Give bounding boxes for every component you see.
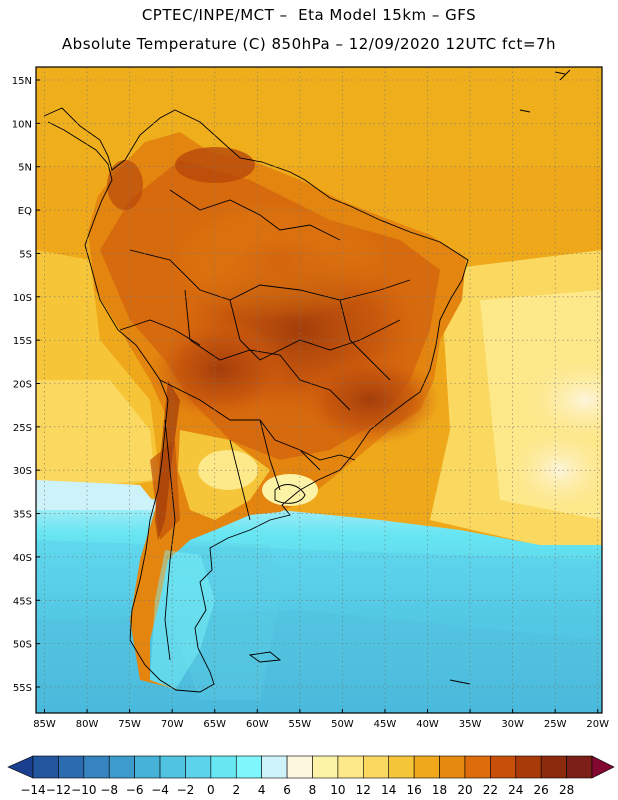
- colorbar-swatch: [58, 755, 85, 779]
- lat-tick-label: 25S: [13, 423, 32, 434]
- lat-tick-label: 20S: [13, 379, 32, 390]
- lat-tick-label: 10S: [13, 293, 32, 304]
- latitude-labels: 15N 10N 5N EQ 5S 10S 15S 20S 25S 30S 35S 40S 45S 50S 5…: [12, 76, 40, 694]
- lon-tick-label: 75W: [118, 719, 141, 730]
- lat-tick-label: 45S: [13, 596, 32, 607]
- colorbar-swatch: [363, 755, 390, 779]
- colorbar-label: 10: [330, 783, 345, 797]
- colorbar-swatch: [108, 755, 135, 779]
- lat-tick-label: 15N: [12, 76, 32, 87]
- lon-tick-label: 25W: [544, 719, 567, 730]
- lon-tick-label: 70W: [161, 719, 184, 730]
- colorbar-swatch: [261, 755, 288, 779]
- colorbar-swatch: [286, 755, 313, 779]
- colorbar-swatch: [566, 755, 593, 779]
- colorbar-label: 14: [381, 783, 396, 797]
- chart-title: CPTEC/INPE/MCT – Eta Model 15km – GFS: [141, 6, 477, 24]
- colorbar-swatch: [490, 755, 517, 779]
- colorbar-label: 24: [508, 783, 523, 797]
- colorbar-label: −4: [151, 783, 169, 797]
- colorbar-swatch: [185, 755, 212, 779]
- lat-tick-label: 5N: [18, 163, 32, 174]
- colorbar-swatch: [388, 755, 415, 779]
- lat-tick-label: 10N: [12, 119, 32, 130]
- longitude-labels: 85W 80W 75W 70W 65W 60W 55W 50W 45W 40W 35W 30W 25W 2…: [33, 709, 609, 730]
- lat-tick-label: 55S: [13, 683, 32, 694]
- lon-tick-label: 55W: [289, 719, 312, 730]
- temperature-field: [36, 67, 602, 713]
- colorbar-label: −12: [46, 783, 71, 797]
- colorbar-swatch: [83, 755, 110, 779]
- colorbar-label: 2: [232, 783, 240, 797]
- colorbar-label: 8: [309, 783, 317, 797]
- colorbar-label: 4: [258, 783, 266, 797]
- colorbar-label: 26: [534, 783, 549, 797]
- colorbar: [7, 755, 615, 779]
- colorbar-label: 22: [483, 783, 498, 797]
- colorbar-swatch: [159, 755, 186, 779]
- colorbar-label: 6: [283, 783, 291, 797]
- country-borders: [43, 69, 571, 693]
- lon-tick-label: 30W: [501, 719, 524, 730]
- lon-tick-label: 85W: [33, 719, 56, 730]
- lat-tick-label: 40S: [13, 553, 32, 564]
- colorbar-high-arrow: [591, 755, 615, 779]
- colorbar-low-arrow: [7, 755, 34, 779]
- lon-tick-label: 65W: [203, 719, 226, 730]
- colorbar-label: −6: [126, 783, 144, 797]
- lon-tick-label: 45W: [374, 719, 397, 730]
- colorbar-label: 18: [432, 783, 447, 797]
- lon-tick-label: 80W: [76, 719, 99, 730]
- lon-tick-label: 40W: [416, 719, 439, 730]
- colorbar-swatch: [210, 755, 237, 779]
- map-frame: [35, 66, 603, 714]
- colorbar-swatch: [312, 755, 339, 779]
- lat-tick-label: 50S: [13, 640, 32, 651]
- colorbar-labels: −14 −12 −10 −8 −6 −4 −2 0 2 4 6 8 10 12 14 16 18 20 22 24 26…: [20, 783, 574, 797]
- colorbar-label: −14: [20, 783, 45, 797]
- colorbar-swatch: [439, 755, 466, 779]
- colorbar-swatch: [235, 755, 262, 779]
- colorbar-swatch: [337, 755, 364, 779]
- lat-tick-label: 30S: [13, 466, 32, 477]
- colorbar-label: −8: [100, 783, 118, 797]
- lat-tick-label: 35S: [13, 510, 32, 521]
- lon-tick-label: 20W: [586, 719, 609, 730]
- colorbar-swatch: [515, 755, 542, 779]
- lon-tick-label: 35W: [459, 719, 482, 730]
- lon-tick-label: 60W: [246, 719, 269, 730]
- colorbar-label: 16: [406, 783, 421, 797]
- colorbar-swatch: [540, 755, 567, 779]
- colorbar-label: 12: [356, 783, 371, 797]
- lat-tick-label: 5S: [19, 249, 32, 260]
- lat-tick-label: EQ: [18, 206, 32, 217]
- colorbar-swatch: [413, 755, 440, 779]
- colorbar-label: 20: [457, 783, 472, 797]
- colorbar-swatch: [464, 755, 491, 779]
- lat-tick-label: 15S: [13, 336, 32, 347]
- colorbar-label: −10: [71, 783, 96, 797]
- lon-tick-label: 50W: [331, 719, 354, 730]
- colorbar-label: 0: [207, 783, 215, 797]
- colorbar-label: 28: [559, 783, 574, 797]
- colorbar-swatch: [32, 755, 59, 779]
- chart-subtitle: Absolute Temperature (C) 850hPa – 12/09/…: [61, 35, 557, 53]
- colorbar-swatch: [134, 755, 161, 779]
- colorbar-label: −2: [177, 783, 195, 797]
